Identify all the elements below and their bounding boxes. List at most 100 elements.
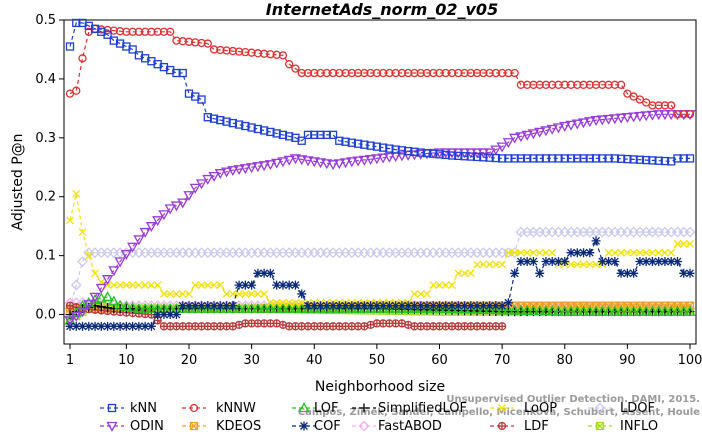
data-point — [665, 305, 677, 316]
data-point — [384, 301, 394, 311]
data-point — [453, 301, 463, 311]
data-point — [609, 305, 621, 316]
data-point — [385, 144, 394, 153]
data-point — [648, 101, 657, 110]
data-point — [527, 305, 540, 316]
legend-marker — [189, 403, 199, 413]
legend-item-loop: LoOP — [490, 401, 557, 416]
data-point — [215, 301, 225, 311]
data-point — [328, 130, 338, 140]
data-point — [602, 305, 615, 316]
data-point — [216, 115, 225, 125]
data-point — [629, 268, 639, 278]
data-point — [485, 68, 494, 78]
data-point — [410, 147, 419, 156]
data-point — [366, 141, 375, 150]
data-point — [310, 68, 319, 78]
data-point — [209, 45, 219, 54]
data-point — [228, 301, 238, 311]
data-point — [115, 27, 125, 36]
data-point — [84, 321, 94, 331]
data-point — [648, 248, 657, 257]
data-point — [197, 95, 206, 104]
data-point — [666, 257, 676, 267]
data-point — [153, 281, 162, 290]
data-point — [621, 113, 633, 124]
data-point — [483, 304, 496, 314]
data-point — [591, 236, 601, 246]
data-point — [246, 163, 258, 174]
data-point — [101, 291, 114, 302]
data-point — [672, 257, 682, 267]
data-point — [490, 145, 502, 156]
y-tick-label: 0.3 — [35, 131, 56, 146]
data-point — [247, 123, 256, 132]
data-point — [165, 310, 175, 320]
data-point — [496, 304, 508, 315]
data-point — [153, 310, 163, 320]
series-ldof — [64, 226, 696, 315]
data-point — [660, 156, 670, 166]
data-point — [195, 179, 208, 190]
data-point — [552, 305, 565, 316]
data-point — [448, 281, 456, 290]
data-point — [189, 183, 201, 194]
data-point — [491, 153, 501, 163]
data-point — [472, 301, 482, 311]
data-point — [466, 301, 476, 311]
legend-marker — [594, 402, 606, 414]
data-point — [566, 248, 576, 258]
data-point — [640, 305, 652, 316]
legend-marker — [189, 421, 199, 431]
data-point — [296, 155, 308, 166]
data-point — [289, 302, 302, 313]
data-point — [240, 280, 250, 290]
data-point — [152, 216, 164, 227]
data-point — [258, 302, 270, 313]
data-point — [291, 64, 300, 73]
data-point — [497, 68, 507, 78]
data-point — [233, 302, 245, 313]
data-point — [502, 138, 514, 149]
data-point — [565, 305, 577, 316]
data-point — [596, 305, 608, 316]
data-point — [441, 150, 450, 160]
data-point — [483, 148, 496, 159]
data-point — [145, 222, 158, 233]
data-point — [604, 80, 613, 89]
data-point — [471, 303, 483, 314]
data-point — [654, 248, 663, 257]
data-point — [272, 280, 282, 290]
data-point — [604, 154, 613, 163]
data-point — [502, 304, 514, 315]
data-point — [322, 68, 331, 78]
data-point — [391, 301, 401, 311]
data-point — [321, 159, 333, 170]
data-point — [170, 201, 183, 212]
legend-label: LoOP — [524, 401, 557, 416]
data-point — [303, 130, 313, 140]
series-ldf — [65, 301, 507, 331]
data-point — [429, 68, 438, 78]
data-point — [246, 302, 258, 313]
data-point — [584, 117, 596, 128]
data-point — [477, 303, 489, 314]
data-point — [252, 162, 264, 173]
series-layer — [64, 18, 696, 331]
data-point — [621, 305, 633, 316]
data-point — [529, 248, 538, 257]
data-point — [72, 86, 81, 95]
data-point — [546, 124, 558, 135]
data-point — [378, 143, 388, 152]
data-point — [667, 101, 676, 110]
data-point — [679, 239, 688, 248]
data-point — [528, 257, 538, 267]
data-point — [629, 155, 638, 164]
legend-label: LOF — [314, 401, 339, 416]
legend-label: FastABOD — [378, 419, 442, 434]
data-point — [422, 301, 432, 311]
series-line — [69, 22, 690, 163]
data-point — [521, 304, 533, 315]
data-point — [95, 292, 107, 303]
data-point — [258, 161, 270, 172]
